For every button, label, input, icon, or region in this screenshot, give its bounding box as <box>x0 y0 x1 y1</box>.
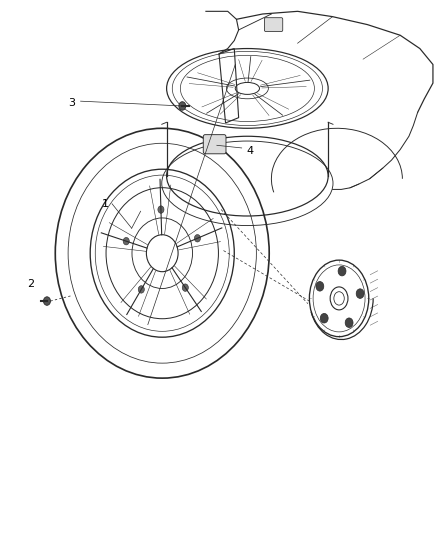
FancyBboxPatch shape <box>203 135 226 154</box>
Text: 2: 2 <box>27 279 34 288</box>
Circle shape <box>345 318 353 327</box>
Circle shape <box>356 289 364 298</box>
Circle shape <box>158 206 164 213</box>
FancyBboxPatch shape <box>265 18 283 31</box>
Circle shape <box>338 266 346 276</box>
Circle shape <box>194 235 201 242</box>
Text: 3: 3 <box>68 98 75 108</box>
Circle shape <box>43 297 50 305</box>
Circle shape <box>182 284 188 292</box>
Text: 1: 1 <box>102 199 109 209</box>
Circle shape <box>316 281 324 291</box>
Circle shape <box>123 237 129 245</box>
Text: 4: 4 <box>247 146 254 156</box>
Circle shape <box>320 313 328 323</box>
Circle shape <box>179 102 186 110</box>
Circle shape <box>138 286 145 293</box>
